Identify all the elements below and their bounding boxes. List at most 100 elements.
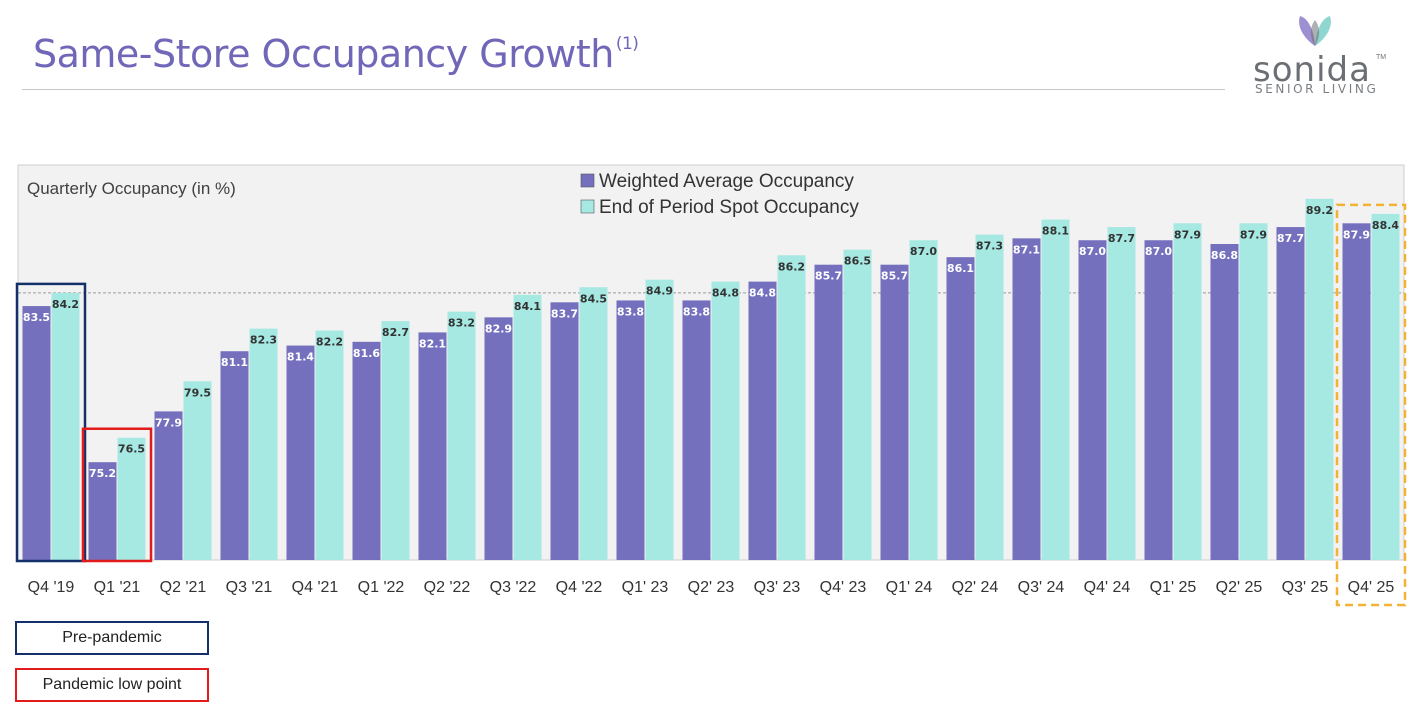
spot-occupancy-label: 82.3 — [250, 334, 277, 347]
x-tick-label: Q2 '22 — [424, 579, 471, 596]
weighted-avg-bar — [1078, 240, 1107, 560]
pre-pandemic-label: Pre-pandemic — [62, 629, 162, 646]
x-tick-label: Q3' 25 — [1282, 579, 1329, 596]
spot-occupancy-label: 83.2 — [448, 317, 475, 330]
weighted-avg-label: 77.9 — [155, 416, 182, 429]
highlight-box-3 — [1335, 203, 1407, 607]
weighted-avg-bar — [1210, 244, 1239, 560]
x-tick-label: Q3 '22 — [490, 579, 537, 596]
x-tick-label: Q3' 24 — [1018, 579, 1065, 596]
weighted-avg-label: 87.0 — [1145, 245, 1172, 258]
spot-occupancy-label: 76.5 — [118, 443, 145, 456]
spot-occupancy-label: 86.2 — [778, 260, 805, 273]
spot-occupancy-label: 88.1 — [1042, 225, 1069, 238]
spot-occupancy-bar — [51, 292, 80, 560]
x-tick-label: Q4' 23 — [820, 579, 867, 596]
logo-tagline: SENIOR LIVING — [1255, 82, 1379, 96]
spot-occupancy-bar — [117, 437, 146, 560]
weighted-avg-bar — [220, 351, 249, 560]
weighted-avg-label: 82.1 — [419, 337, 446, 350]
spot-occupancy-bar — [315, 330, 344, 560]
spot-occupancy-label: 82.7 — [382, 326, 409, 339]
weighted-avg-label: 81.4 — [287, 351, 314, 364]
x-tick-label: Q1' 25 — [1150, 579, 1197, 596]
company-logo: sonida TM SENIOR LIVING — [1250, 10, 1386, 100]
x-tick-label: Q2' 24 — [952, 579, 999, 596]
weighted-avg-bar — [880, 264, 909, 560]
weighted-avg-label: 81.6 — [353, 347, 380, 360]
weighted-avg-label: 82.9 — [485, 322, 512, 335]
x-tick-label: Q2' 23 — [688, 579, 735, 596]
pre-pandemic-legend: Pre-pandemic — [15, 621, 209, 655]
x-tick-label: Q1 '22 — [358, 579, 405, 596]
weighted-avg-bar — [484, 317, 513, 560]
x-tick-label: Q4' 24 — [1084, 579, 1131, 596]
x-tick-label: Q2 '21 — [160, 579, 207, 596]
plot-area — [17, 164, 1405, 561]
spot-occupancy-label: 87.9 — [1240, 228, 1267, 241]
spot-occupancy-bar — [1107, 227, 1136, 561]
x-tick-label: Q4 '19 — [28, 579, 75, 596]
weighted-avg-label: 83.8 — [683, 305, 710, 318]
logo-trademark: TM — [1376, 54, 1387, 61]
spot-occupancy-label: 87.7 — [1108, 232, 1135, 245]
highlight-box-2 — [81, 427, 153, 563]
weighted-avg-bar — [286, 345, 315, 560]
weighted-avg-label: 81.1 — [221, 356, 248, 369]
weighted-avg-bar — [418, 332, 447, 560]
weighted-avg-bar — [1012, 238, 1041, 560]
x-tick-label: Q4 '22 — [556, 579, 603, 596]
x-tick-label: Q1' 24 — [886, 579, 933, 596]
x-tick-label: Q3 '21 — [226, 579, 273, 596]
legend-swatch-2 — [580, 199, 595, 214]
legend-label-1: Weighted Average Occupancy — [599, 171, 854, 192]
weighted-avg-label: 86.8 — [1211, 249, 1238, 262]
weighted-avg-bar — [154, 411, 183, 560]
weighted-avg-bar — [682, 300, 711, 560]
spot-occupancy-bar — [1305, 198, 1334, 560]
spot-occupancy-bar — [513, 294, 542, 560]
spot-occupancy-label: 84.9 — [646, 285, 673, 298]
chart-title: Quarterly Occupancy (in %) — [27, 179, 236, 198]
weighted-avg-bar — [352, 341, 381, 560]
spot-occupancy-label: 86.5 — [844, 255, 871, 268]
spot-occupancy-label: 84.8 — [712, 287, 739, 300]
spot-occupancy-label: 84.5 — [580, 292, 607, 305]
weighted-avg-bar — [550, 302, 579, 560]
weighted-avg-bar — [616, 300, 645, 560]
spot-occupancy-label: 89.2 — [1306, 204, 1333, 217]
weighted-avg-label: 85.7 — [815, 270, 842, 283]
title-footnote: (1) — [615, 34, 639, 54]
weighted-avg-label: 85.7 — [881, 270, 908, 283]
x-tick-label: Q2' 25 — [1216, 579, 1263, 596]
weighted-avg-label: 87.0 — [1079, 245, 1106, 258]
spot-occupancy-bar — [645, 279, 674, 560]
spot-occupancy-label: 87.9 — [1174, 228, 1201, 241]
weighted-avg-label: 84.8 — [749, 287, 776, 300]
spot-occupancy-bar — [1371, 213, 1400, 560]
x-tick-label: Q4' 25 — [1348, 579, 1395, 596]
x-tick-label: Q4 '21 — [292, 579, 339, 596]
spot-occupancy-bar — [1239, 223, 1268, 561]
spot-occupancy-label: 79.5 — [184, 386, 211, 399]
spot-occupancy-bar — [447, 311, 476, 560]
x-tick-label: Q1 '21 — [94, 579, 141, 596]
x-tick-label: Q1' 23 — [622, 579, 669, 596]
butterfly-icon — [1299, 16, 1331, 46]
spot-occupancy-bar — [975, 234, 1004, 560]
weighted-avg-bar — [814, 264, 843, 560]
spot-occupancy-bar — [711, 281, 740, 560]
spot-occupancy-bar — [183, 381, 212, 560]
weighted-avg-bar — [946, 257, 975, 560]
spot-occupancy-bar — [381, 321, 410, 560]
title-divider — [22, 89, 1225, 90]
x-tick-label: Q3' 23 — [754, 579, 801, 596]
pandemic-low-label: Pandemic low point — [42, 676, 182, 693]
spot-occupancy-bar — [777, 255, 806, 561]
spot-occupancy-label: 84.2 — [52, 298, 79, 311]
weighted-avg-bar — [748, 281, 777, 560]
spot-occupancy-bar — [579, 287, 608, 560]
spot-occupancy-bar — [1041, 219, 1070, 561]
legend-label-2: End of Period Spot Occupancy — [599, 197, 859, 218]
spot-occupancy-bar — [1173, 223, 1202, 561]
